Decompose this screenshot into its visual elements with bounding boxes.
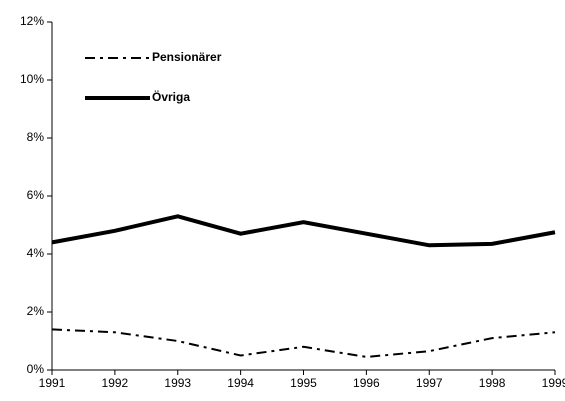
x-tick-label: 1993 — [164, 376, 191, 390]
x-tick-label: 1996 — [353, 376, 380, 390]
series-line — [51, 328, 556, 358]
y-tick-label: 8% — [27, 130, 45, 144]
x-tick-label: 1997 — [416, 376, 443, 390]
y-tick-label: 6% — [27, 188, 45, 202]
y-tick-label: 2% — [27, 304, 45, 318]
y-tick-label: 0% — [27, 362, 45, 376]
legend-label: Pensionärer — [152, 50, 222, 64]
x-tick-label: 1991 — [39, 376, 66, 390]
y-tick-label: 12% — [20, 14, 44, 28]
x-tick-label: 1994 — [227, 376, 254, 390]
x-tick-label: 1999 — [542, 376, 565, 390]
y-tick-label: 10% — [20, 72, 44, 86]
y-tick-label: 4% — [27, 246, 45, 260]
x-tick-label: 1992 — [102, 376, 129, 390]
legend-label: Övriga — [152, 89, 190, 104]
series-line — [51, 214, 556, 248]
x-tick-label: 1995 — [290, 376, 317, 390]
x-tick-label: 1998 — [479, 376, 506, 390]
